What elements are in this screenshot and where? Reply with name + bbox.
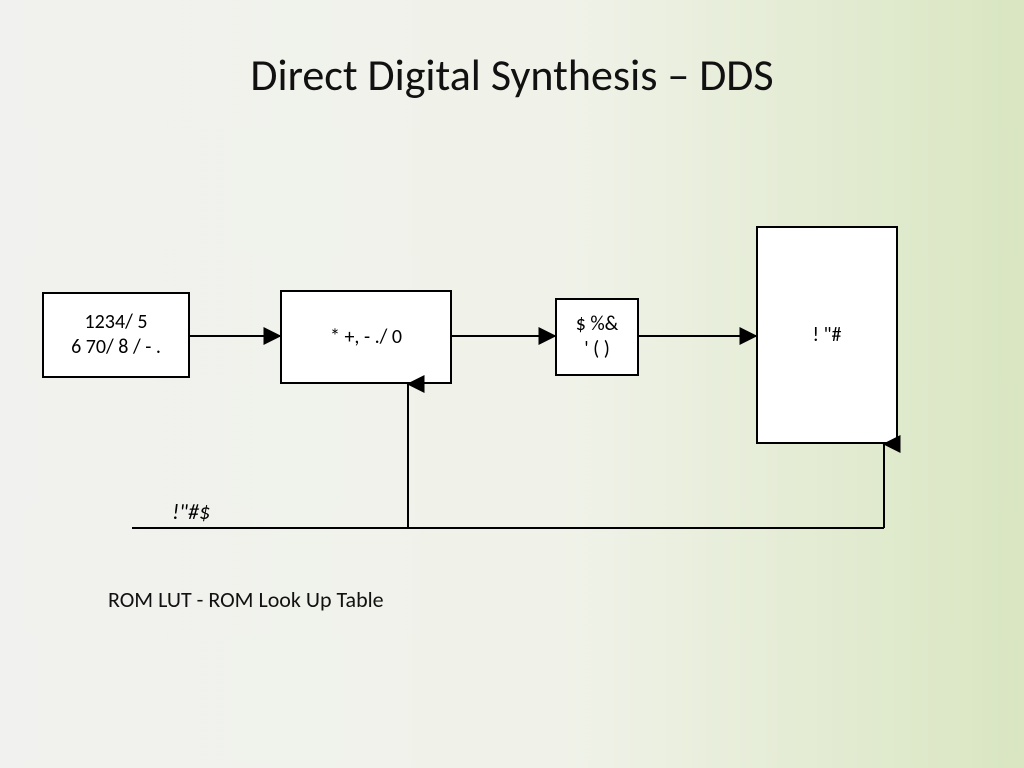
slide-title: Direct Digital Synthesis – DDS — [0, 48, 1024, 102]
block-lpf: ! "# — [756, 226, 898, 444]
block-phase-accumulator-line2: 6 70/ 8 / - . — [71, 335, 161, 360]
clock-label: !"#$ — [172, 498, 210, 525]
block-rom-lut: * +, - ./ 0 — [280, 290, 452, 384]
block-dac: $ %& ' ( ) — [555, 298, 639, 376]
block-phase-accumulator: 1234/ 5 6 70/ 8 / - . — [42, 292, 190, 378]
block-lpf-text: ! "# — [812, 323, 841, 348]
block-rom-lut-text: * +, - ./ 0 — [330, 325, 402, 350]
footnote-text: ROM LUT - ROM Look Up Table — [108, 586, 384, 613]
block-phase-accumulator-line1: 1234/ 5 — [85, 310, 148, 335]
slide: Direct Digital Synthesis – DDS 1234/ 5 6… — [0, 0, 1024, 768]
block-dac-line2: ' ( ) — [584, 337, 610, 362]
block-dac-line1: $ %& — [576, 312, 619, 337]
